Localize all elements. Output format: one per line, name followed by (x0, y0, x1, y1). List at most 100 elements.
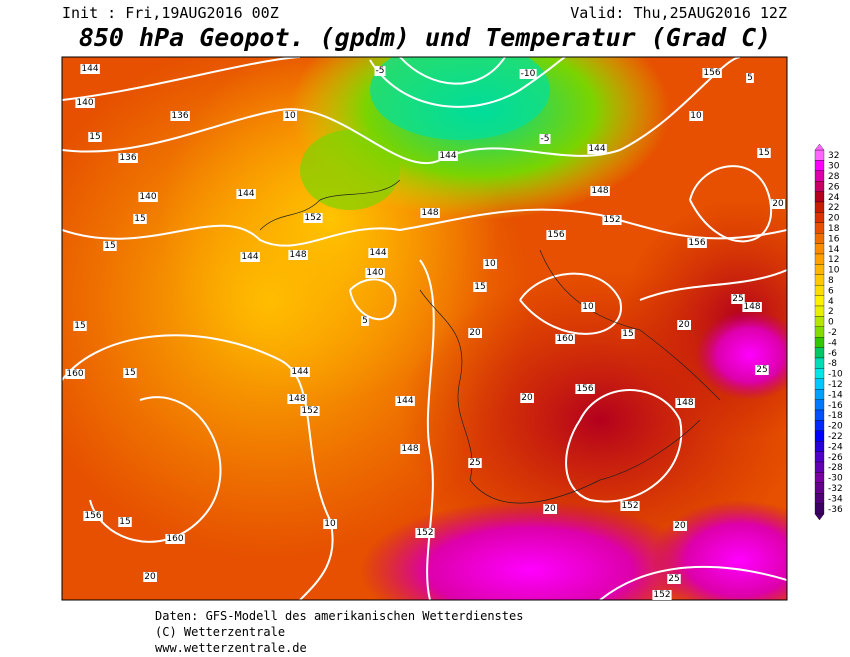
contour-label-bg (283, 111, 297, 121)
contour-label-bg (65, 369, 85, 379)
colorbar-swatch (814, 201, 825, 213)
contour-label: 156 (84, 511, 101, 521)
colorbar-swatch (814, 191, 825, 203)
contour-label-bg (288, 250, 308, 260)
contour-label: 152 (621, 501, 638, 511)
contour-label: 152 (304, 213, 321, 223)
contour-label: 20 (144, 572, 156, 582)
contour-label: 15 (474, 282, 485, 292)
colorbar-label: 18 (828, 224, 840, 234)
colorbar-swatch (814, 274, 825, 286)
contour-label: 15 (119, 517, 130, 527)
contour-label: -5 (541, 134, 550, 144)
colorbar-label: -34 (828, 494, 843, 504)
contour-label: 144 (291, 367, 308, 377)
contour-label-bg (395, 396, 415, 406)
contour-label: 156 (576, 384, 593, 394)
colorbar-swatch (814, 264, 825, 275)
contour-label-bg (621, 329, 635, 339)
colorbar-cap (814, 143, 825, 151)
contour-label: 20 (678, 320, 690, 330)
contour-label-bg (667, 574, 681, 584)
contour-label-bg (80, 64, 100, 74)
contour-label: 156 (703, 68, 720, 78)
contour-label-bg (483, 259, 497, 269)
colorbar-swatch (814, 357, 825, 369)
colorbar-label: -18 (828, 411, 843, 421)
contour-label-bg (620, 501, 640, 511)
contour-label: 20 (521, 393, 533, 403)
colorbar-swatch (814, 472, 825, 483)
colorbar-label: -8 (828, 359, 837, 369)
contour-label-bg (400, 444, 420, 454)
contour-label: 140 (366, 268, 383, 278)
colorbar-swatch (814, 409, 825, 421)
contour-label-bg (73, 321, 87, 331)
contour-label-bg (742, 302, 762, 312)
colorbar-label: -26 (828, 453, 843, 463)
colorbar-swatch (814, 420, 825, 431)
contour-label-bg (165, 534, 185, 544)
colorbar-label: 4 (828, 297, 834, 307)
colorbar-label: 28 (828, 172, 840, 182)
contour-label-bg (236, 189, 256, 199)
colorbar-swatch (814, 316, 825, 327)
contour-label-bg (138, 192, 158, 202)
colorbar-label: -32 (828, 484, 843, 494)
contour-label: 15 (622, 329, 633, 339)
contour-label: 152 (653, 590, 670, 600)
colorbar-cap (814, 513, 825, 521)
footer-line: www.wetterzentrale.de (155, 641, 307, 655)
contour-label-bg (365, 268, 385, 278)
contour-label-bg (303, 213, 323, 223)
contour-label-bg (300, 406, 320, 416)
map (62, 57, 787, 600)
contour-label-bg (368, 248, 388, 258)
contour-label: 148 (288, 394, 305, 404)
colorbar-swatch (814, 233, 825, 244)
colorbar-swatch (814, 337, 825, 348)
colorbar-label: -22 (828, 432, 843, 442)
colorbar-label: 22 (828, 203, 839, 213)
colorbar-swatch (814, 285, 825, 296)
contour-label: 140 (76, 98, 93, 108)
contour-label-bg (590, 186, 610, 196)
colorbar-label: 30 (828, 162, 840, 172)
contour-label-bg (420, 208, 440, 218)
colorbar-label: 10 (828, 266, 840, 276)
contour-label: 10 (284, 111, 296, 121)
colorbar-label: -14 (828, 390, 843, 400)
contour-label: 5 (747, 73, 753, 83)
contour-label: -5 (376, 66, 385, 76)
colorbar-swatch (814, 451, 825, 463)
colorbar-label: 14 (828, 245, 840, 255)
contour-label: 10 (484, 259, 496, 269)
contour-label-bg (543, 504, 557, 514)
colorbar-swatch (814, 305, 825, 317)
contour-label: 15 (74, 321, 85, 331)
contour-label: 148 (676, 398, 693, 408)
colorbar-label: -4 (828, 338, 837, 348)
contour-label-bg (731, 294, 745, 304)
contour-label: 25 (732, 294, 743, 304)
contour-label: 144 (439, 151, 456, 161)
colorbar-swatch (814, 389, 825, 400)
contour-label-bg (361, 316, 369, 326)
contour-label: 148 (743, 302, 760, 312)
contour-label-bg (88, 132, 102, 142)
colorbar-swatch (814, 253, 825, 265)
colorbar-label: 0 (828, 318, 834, 328)
contour-label-bg (103, 241, 117, 251)
colorbar-label: 8 (828, 276, 834, 286)
contour-label: 15 (134, 214, 145, 224)
footer-line: Daten: GFS-Modell des amerikanischen Wet… (155, 609, 523, 623)
contour-label: 156 (547, 230, 564, 240)
contour-label-bg (757, 148, 771, 158)
contour-label: 144 (241, 252, 258, 262)
colorbar-label: 6 (828, 286, 834, 296)
colorbar-label: 12 (828, 255, 839, 265)
init-text: Init : Fri,19AUG2016 00Z (62, 4, 279, 22)
contour-label: 25 (469, 458, 480, 468)
colorbar-label: -36 (828, 505, 843, 515)
